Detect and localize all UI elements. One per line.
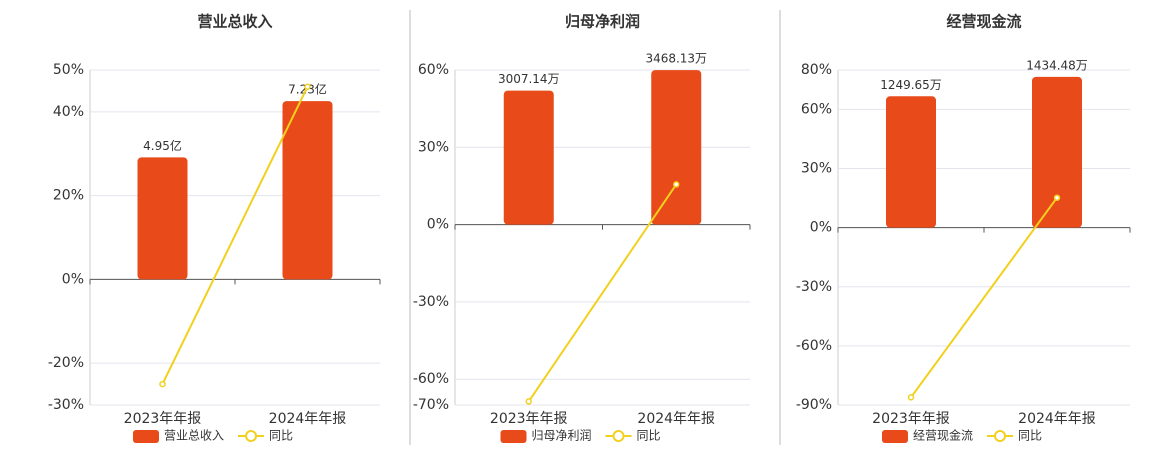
y-tick-label: -90% <box>796 397 832 413</box>
legend-swatch <box>882 430 908 443</box>
y-tick-label: 20% <box>53 188 84 204</box>
legend-label: 经营现金流 <box>913 428 973 443</box>
y-tick-label: 60% <box>418 62 449 78</box>
legend-label: 同比 <box>637 429 661 443</box>
y-tick-label: -30% <box>48 397 84 413</box>
y-tick-label: 50% <box>53 62 84 78</box>
line-point <box>673 181 680 188</box>
line <box>161 86 309 385</box>
y-tick-label: 40% <box>53 104 84 120</box>
value-label: 3468.13万 <box>645 52 707 66</box>
chart-title: 营业总收入 <box>197 13 272 31</box>
chart-title: 归母净利润 <box>565 13 640 31</box>
value-label: 3007.14万 <box>498 72 560 86</box>
line-point <box>1053 194 1061 201</box>
chart-title: 经营现金流 <box>946 13 1021 31</box>
legend-swatch <box>133 430 159 443</box>
legend-label: 归母净利润 <box>532 429 592 443</box>
legend-swatch <box>612 430 625 442</box>
legend-swatch <box>994 430 1007 442</box>
y-tick-label: 0% <box>810 220 832 236</box>
bar <box>503 90 554 225</box>
x-tick-label: 2024年年报 <box>1018 411 1096 427</box>
bar <box>651 70 702 225</box>
x-tick-label: 2024年年报 <box>637 411 715 427</box>
bar <box>137 157 188 280</box>
legend-swatch <box>500 430 527 443</box>
legend-swatch <box>245 430 258 442</box>
x-tick-label: 2024年年报 <box>269 411 347 427</box>
y-tick-label: 80% <box>801 62 832 78</box>
bar <box>1032 76 1082 228</box>
x-tick-label: 2023年年报 <box>872 411 950 427</box>
y-tick-label: -70% <box>413 397 449 413</box>
y-tick-label: -30% <box>796 279 832 295</box>
bar <box>282 101 333 280</box>
line-point <box>159 380 166 388</box>
bar <box>886 96 936 228</box>
x-tick-label: 2023年年报 <box>490 411 568 427</box>
y-tick-label: -60% <box>796 338 832 354</box>
value-label: 4.95亿 <box>143 138 182 153</box>
line-point <box>304 83 311 90</box>
y-tick-label: 0% <box>427 217 449 233</box>
value-label: 1434.48万 <box>1026 58 1088 72</box>
line-point <box>525 398 532 405</box>
y-tick-label: -30% <box>413 294 449 310</box>
legend-label: 同比 <box>1018 429 1042 443</box>
y-tick-label: -20% <box>48 355 84 371</box>
y-tick-label: -60% <box>413 371 449 387</box>
y-tick-label: 0% <box>62 271 84 287</box>
value-label: 1249.65万 <box>880 78 942 92</box>
x-tick-label: 2023年年报 <box>124 411 202 427</box>
line <box>910 197 1058 398</box>
line <box>527 183 678 402</box>
y-tick-label: 60% <box>801 101 832 117</box>
y-tick-label: 30% <box>418 139 449 155</box>
legend-label: 同比 <box>269 429 293 443</box>
line-point <box>907 394 915 401</box>
legend-label: 营业总收入 <box>164 429 224 443</box>
y-tick-label: 30% <box>801 161 832 177</box>
